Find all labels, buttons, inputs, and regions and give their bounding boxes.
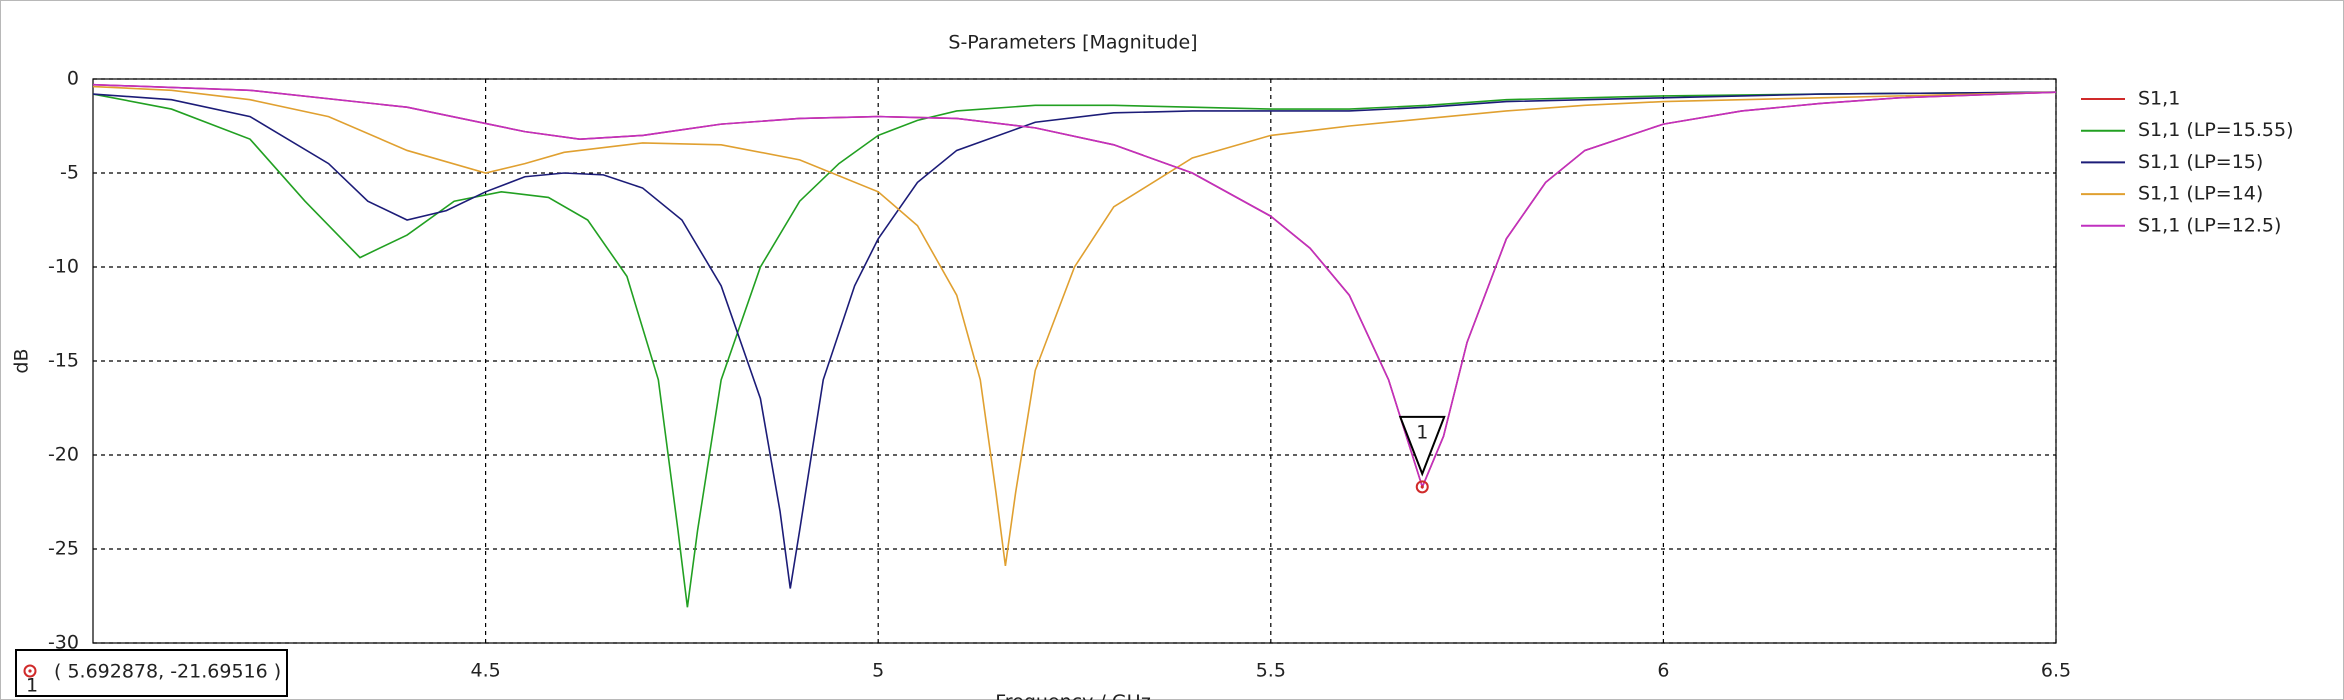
legend-label: S1,1 <box>2138 88 2180 110</box>
y-tick-label: -25 <box>48 538 79 560</box>
marker-label: 1 <box>1416 421 1428 443</box>
marker-point-dot <box>1420 485 1424 489</box>
readout-box <box>15 649 288 697</box>
marker-point <box>1415 480 1429 494</box>
y-tick-label: 0 <box>67 68 79 90</box>
y-tick-label: -20 <box>48 444 79 466</box>
y-tick-label: -15 <box>48 350 79 372</box>
x-axis-label: Frequency / GHz <box>995 691 1151 700</box>
y-tick-label: -30 <box>48 632 79 654</box>
y-tick-label: -5 <box>60 162 79 184</box>
marker-flag <box>1398 415 1446 477</box>
series-line <box>92 83 2057 490</box>
x-tick-label: 6.5 <box>2041 660 2071 682</box>
legend-label: S1,1 (LP=14) <box>2138 183 2263 205</box>
series-line <box>92 91 2057 589</box>
plot-frame <box>92 78 2057 644</box>
legend-label: S1,1 (LP=12.5) <box>2138 214 2281 236</box>
legend-label: S1,1 (LP=15.55) <box>2138 119 2294 141</box>
series-line <box>92 91 2057 608</box>
x-tick-label: 4.5 <box>470 660 500 682</box>
x-tick-label: 6 <box>1657 660 1669 682</box>
readout-text: ( 5.692878, -21.69516 ) <box>54 661 281 683</box>
legend-label: S1,1 (LP=15) <box>2138 151 2263 173</box>
readout-icon-dot <box>28 669 32 673</box>
readout-marker-label: 1 <box>26 675 38 697</box>
chart-title: S-Parameters [Magnitude] <box>948 32 1197 54</box>
y-tick-label: -10 <box>48 256 79 278</box>
y-axis-label: dB <box>11 348 33 373</box>
readout-icon <box>23 664 37 678</box>
x-tick-label: 5.5 <box>1256 660 1286 682</box>
series-line <box>92 85 2057 567</box>
x-tick-label: 5 <box>872 660 884 682</box>
